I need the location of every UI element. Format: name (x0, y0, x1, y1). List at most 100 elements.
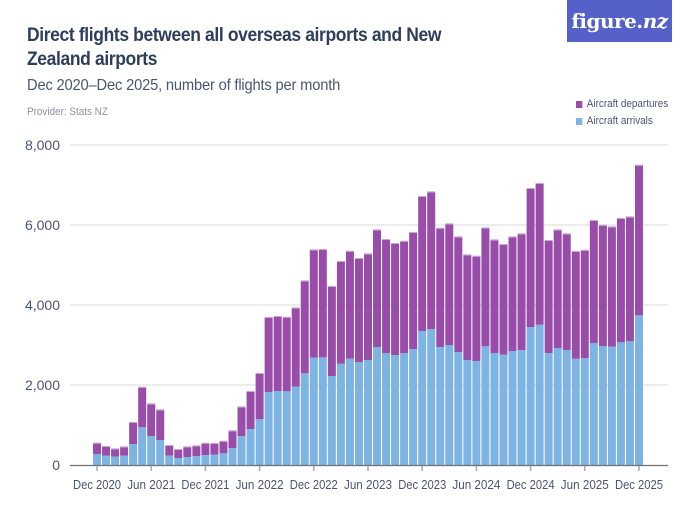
bar-arrivals[interactable]: Oct 2025 – Aircraft arrivals: 3067 (616, 342, 625, 465)
bar-arrivals[interactable]: Mar 2021 – Aircraft arrivals: 235 (120, 455, 129, 465)
bar-departures[interactable]: Dec 2024 – Aircraft departures: 3450 (526, 189, 535, 327)
bar-arrivals[interactable]: Nov 2024 – Aircraft arrivals: 2875 (517, 350, 526, 465)
bar-arrivals[interactable]: Jan 2023 – Aircraft arrivals: 2692 (318, 357, 327, 465)
bar-arrivals[interactable]: Feb 2021 – Aircraft arrivals: 210 (111, 456, 120, 465)
bar-arrivals[interactable]: Sep 2022 – Aircraft arrivals: 1842 (282, 391, 291, 465)
bar-departures[interactable]: Jan 2023 – Aircraft departures: 2683 (318, 250, 327, 358)
bar-arrivals[interactable]: Sep 2024 – Aircraft arrivals: 2758 (499, 354, 508, 465)
bar-departures[interactable]: Jan 2021 – Aircraft departures: 215 (102, 447, 111, 456)
bar-arrivals[interactable]: May 2024 – Aircraft arrivals: 2625 (463, 360, 472, 465)
bar-arrivals[interactable]: Jun 2021 – Aircraft arrivals: 725 (147, 436, 156, 465)
bar-arrivals[interactable]: Jul 2025 – Aircraft arrivals: 3050 (589, 343, 598, 465)
bar-arrivals[interactable]: Apr 2022 – Aircraft arrivals: 725 (237, 436, 246, 465)
bar-departures[interactable]: Oct 2021 – Aircraft departures: 242 (183, 447, 192, 457)
bar-departures[interactable]: May 2024 – Aircraft departures: 2617 (463, 255, 472, 360)
bar-departures[interactable]: Mar 2023 – Aircraft departures: 2542 (336, 262, 345, 364)
bar-arrivals[interactable]: May 2022 – Aircraft arrivals: 900 (246, 429, 255, 465)
bar-arrivals[interactable]: Jun 2023 – Aircraft arrivals: 2625 (363, 360, 372, 465)
bar-departures[interactable]: May 2021 – Aircraft departures: 988 (138, 387, 147, 428)
bar-arrivals[interactable]: Apr 2021 – Aircraft arrivals: 525 (129, 444, 138, 465)
bar-departures[interactable]: Feb 2024 – Aircraft departures: 2958 (436, 228, 445, 347)
bar-arrivals[interactable]: Jan 2022 – Aircraft arrivals: 258 (210, 454, 219, 465)
bar-arrivals[interactable]: Feb 2023 – Aircraft arrivals: 2225 (327, 376, 336, 465)
bar-departures[interactable]: Jun 2025 – Aircraft departures: 2683 (580, 250, 589, 358)
bar-departures[interactable]: Apr 2021 – Aircraft departures: 525 (129, 423, 138, 444)
bar-departures[interactable]: Jun 2021 – Aircraft departures: 792 (147, 404, 156, 436)
bar-arrivals[interactable]: Dec 2024 – Aircraft arrivals: 3450 (526, 327, 535, 465)
figure-nz-logo[interactable]: figure.nz (567, 0, 672, 42)
bar-arrivals[interactable]: Mar 2023 – Aircraft arrivals: 2533 (336, 363, 345, 465)
bar-arrivals[interactable]: Jul 2021 – Aircraft arrivals: 625 (156, 440, 165, 465)
bar-departures[interactable]: Jun 2024 – Aircraft departures: 2608 (472, 256, 481, 361)
bar-departures[interactable]: Oct 2022 – Aircraft departures: 1959 (291, 308, 300, 387)
bar-departures[interactable]: Dec 2021 – Aircraft departures: 283 (201, 443, 210, 455)
bar-arrivals[interactable]: Apr 2025 – Aircraft arrivals: 2875 (562, 350, 571, 465)
bar-departures[interactable]: May 2023 – Aircraft departures: 2575 (354, 259, 363, 362)
bar-departures[interactable]: Jan 2022 – Aircraft departures: 267 (210, 444, 219, 455)
bar-arrivals[interactable]: Aug 2025 – Aircraft arrivals: 2975 (598, 346, 607, 465)
bar-departures[interactable]: Jun 2023 – Aircraft departures: 2642 (363, 254, 372, 360)
bar-arrivals[interactable]: Aug 2021 – Aircraft arrivals: 235 (165, 455, 174, 465)
bar-departures[interactable]: Aug 2024 – Aircraft departures: 2817 (490, 240, 499, 353)
bar-arrivals[interactable]: Mar 2025 – Aircraft arrivals: 2925 (553, 348, 562, 465)
bar-arrivals[interactable]: May 2021 – Aircraft arrivals: 945 (138, 427, 147, 465)
bar-arrivals[interactable]: Oct 2021 – Aircraft arrivals: 200 (183, 457, 192, 465)
bar-arrivals[interactable]: Jul 2024 – Aircraft arrivals: 2967 (481, 346, 490, 465)
bar-departures[interactable]: Jul 2023 – Aircraft departures: 2917 (373, 230, 382, 347)
bar-arrivals[interactable]: May 2025 – Aircraft arrivals: 2658 (571, 358, 580, 465)
bar-arrivals[interactable]: Oct 2024 – Aircraft arrivals: 2850 (508, 351, 517, 465)
bar-departures[interactable]: Jul 2025 – Aircraft departures: 3050 (589, 221, 598, 343)
bar-departures[interactable]: Sep 2025 – Aircraft departures: 2984 (607, 227, 616, 347)
bar-departures[interactable]: May 2025 – Aircraft departures: 2667 (571, 252, 580, 359)
bar-departures[interactable]: Oct 2024 – Aircraft departures: 2842 (508, 237, 517, 351)
bar-departures[interactable]: Dec 2022 – Aircraft departures: 2684 (309, 250, 318, 358)
bar-arrivals[interactable]: Jun 2024 – Aircraft arrivals: 2600 (472, 361, 481, 465)
bar-departures[interactable]: Mar 2022 – Aircraft departures: 420 (228, 431, 237, 448)
bar-departures[interactable]: Nov 2025 – Aircraft departures: 3100 (625, 217, 634, 342)
bar-departures[interactable]: Dec 2020 – Aircraft departures: 265 (93, 443, 101, 455)
bar-departures[interactable]: Jul 2021 – Aircraft departures: 742 (156, 410, 165, 440)
bar-arrivals[interactable]: Jun 2025 – Aircraft arrivals: 2675 (580, 358, 589, 465)
bar-arrivals[interactable]: Jul 2023 – Aircraft arrivals: 2950 (373, 347, 382, 465)
bar-departures[interactable]: Jan 2024 – Aircraft departures: 3417 (427, 192, 436, 329)
bar-arrivals[interactable]: Aug 2024 – Aircraft arrivals: 2800 (490, 353, 499, 465)
bar-departures[interactable]: Aug 2023 – Aircraft departures: 2825 (382, 240, 391, 353)
bar-arrivals[interactable]: Sep 2025 – Aircraft arrivals: 2958 (607, 346, 616, 465)
bar-departures[interactable]: Aug 2021 – Aircraft departures: 240 (165, 446, 174, 456)
bar-arrivals[interactable]: Jun 2022 – Aircraft arrivals: 1145 (255, 419, 264, 465)
bar-arrivals[interactable]: Mar 2024 – Aircraft arrivals: 3000 (445, 345, 454, 465)
bar-arrivals[interactable]: Sep 2021 – Aircraft arrivals: 175 (174, 458, 183, 465)
bar-departures[interactable]: Feb 2022 – Aircraft departures: 291 (219, 441, 228, 454)
bar-arrivals[interactable]: Jan 2025 – Aircraft arrivals: 3508 (535, 324, 544, 465)
bar-arrivals[interactable]: Jan 2021 – Aircraft arrivals: 235 (102, 455, 111, 465)
bar-departures[interactable]: Aug 2025 – Aircraft departures: 3008 (598, 225, 607, 346)
bar-arrivals[interactable]: Oct 2022 – Aircraft arrivals: 1958 (291, 386, 300, 465)
bar-departures[interactable]: Nov 2023 – Aircraft departures: 2900 (409, 233, 418, 349)
bar-arrivals[interactable]: Jan 2024 – Aircraft arrivals: 3400 (427, 329, 436, 465)
bar-departures[interactable]: Apr 2025 – Aircraft departures: 2892 (562, 234, 571, 350)
bar-departures[interactable]: Apr 2024 – Aircraft departures: 2867 (454, 237, 463, 352)
bar-arrivals[interactable]: Nov 2023 – Aircraft arrivals: 2900 (409, 349, 418, 465)
bar-departures[interactable]: Mar 2024 – Aircraft departures: 3017 (445, 224, 454, 345)
bar-departures[interactable]: Nov 2024 – Aircraft departures: 2892 (517, 234, 526, 350)
bar-arrivals[interactable]: Feb 2022 – Aircraft arrivals: 292 (219, 453, 228, 465)
bar-departures[interactable]: Mar 2021 – Aircraft departures: 207 (120, 447, 129, 456)
bar-departures[interactable]: Dec 2025 – Aircraft departures: 3741 (634, 165, 643, 316)
bar-arrivals[interactable]: Aug 2023 – Aircraft arrivals: 2800 (382, 353, 391, 465)
bar-departures[interactable]: Apr 2022 – Aircraft departures: 717 (237, 407, 246, 436)
bar-departures[interactable]: Feb 2023 – Aircraft departures: 2225 (327, 287, 336, 376)
bar-departures[interactable]: Nov 2022 – Aircraft departures: 2300 (300, 281, 309, 374)
bar-departures[interactable]: Sep 2023 – Aircraft departures: 2775 (391, 244, 400, 355)
bar-departures[interactable]: Nov 2021 – Aircraft departures: 242 (192, 446, 201, 456)
bar-arrivals[interactable]: Apr 2024 – Aircraft arrivals: 2825 (454, 352, 463, 465)
bar-departures[interactable]: Feb 2021 – Aircraft departures: 182 (111, 449, 120, 457)
bar-arrivals[interactable]: Dec 2021 – Aircraft arrivals: 250 (201, 455, 210, 465)
bar-arrivals[interactable]: Aug 2022 – Aircraft arrivals: 1850 (273, 391, 282, 465)
bar-departures[interactable]: Sep 2022 – Aircraft departures: 1841 (282, 317, 291, 392)
bar-departures[interactable]: May 2022 – Aircraft departures: 925 (246, 392, 255, 429)
bar-arrivals[interactable]: Feb 2025 – Aircraft arrivals: 2800 (544, 353, 553, 465)
bar-arrivals[interactable]: Nov 2025 – Aircraft arrivals: 3092 (625, 341, 634, 465)
bar-arrivals[interactable]: Jul 2022 – Aircraft arrivals: 1825 (264, 392, 273, 465)
bar-departures[interactable]: Apr 2023 – Aircraft departures: 2675 (345, 251, 354, 359)
bar-arrivals[interactable]: Apr 2023 – Aircraft arrivals: 2658 (345, 358, 354, 465)
